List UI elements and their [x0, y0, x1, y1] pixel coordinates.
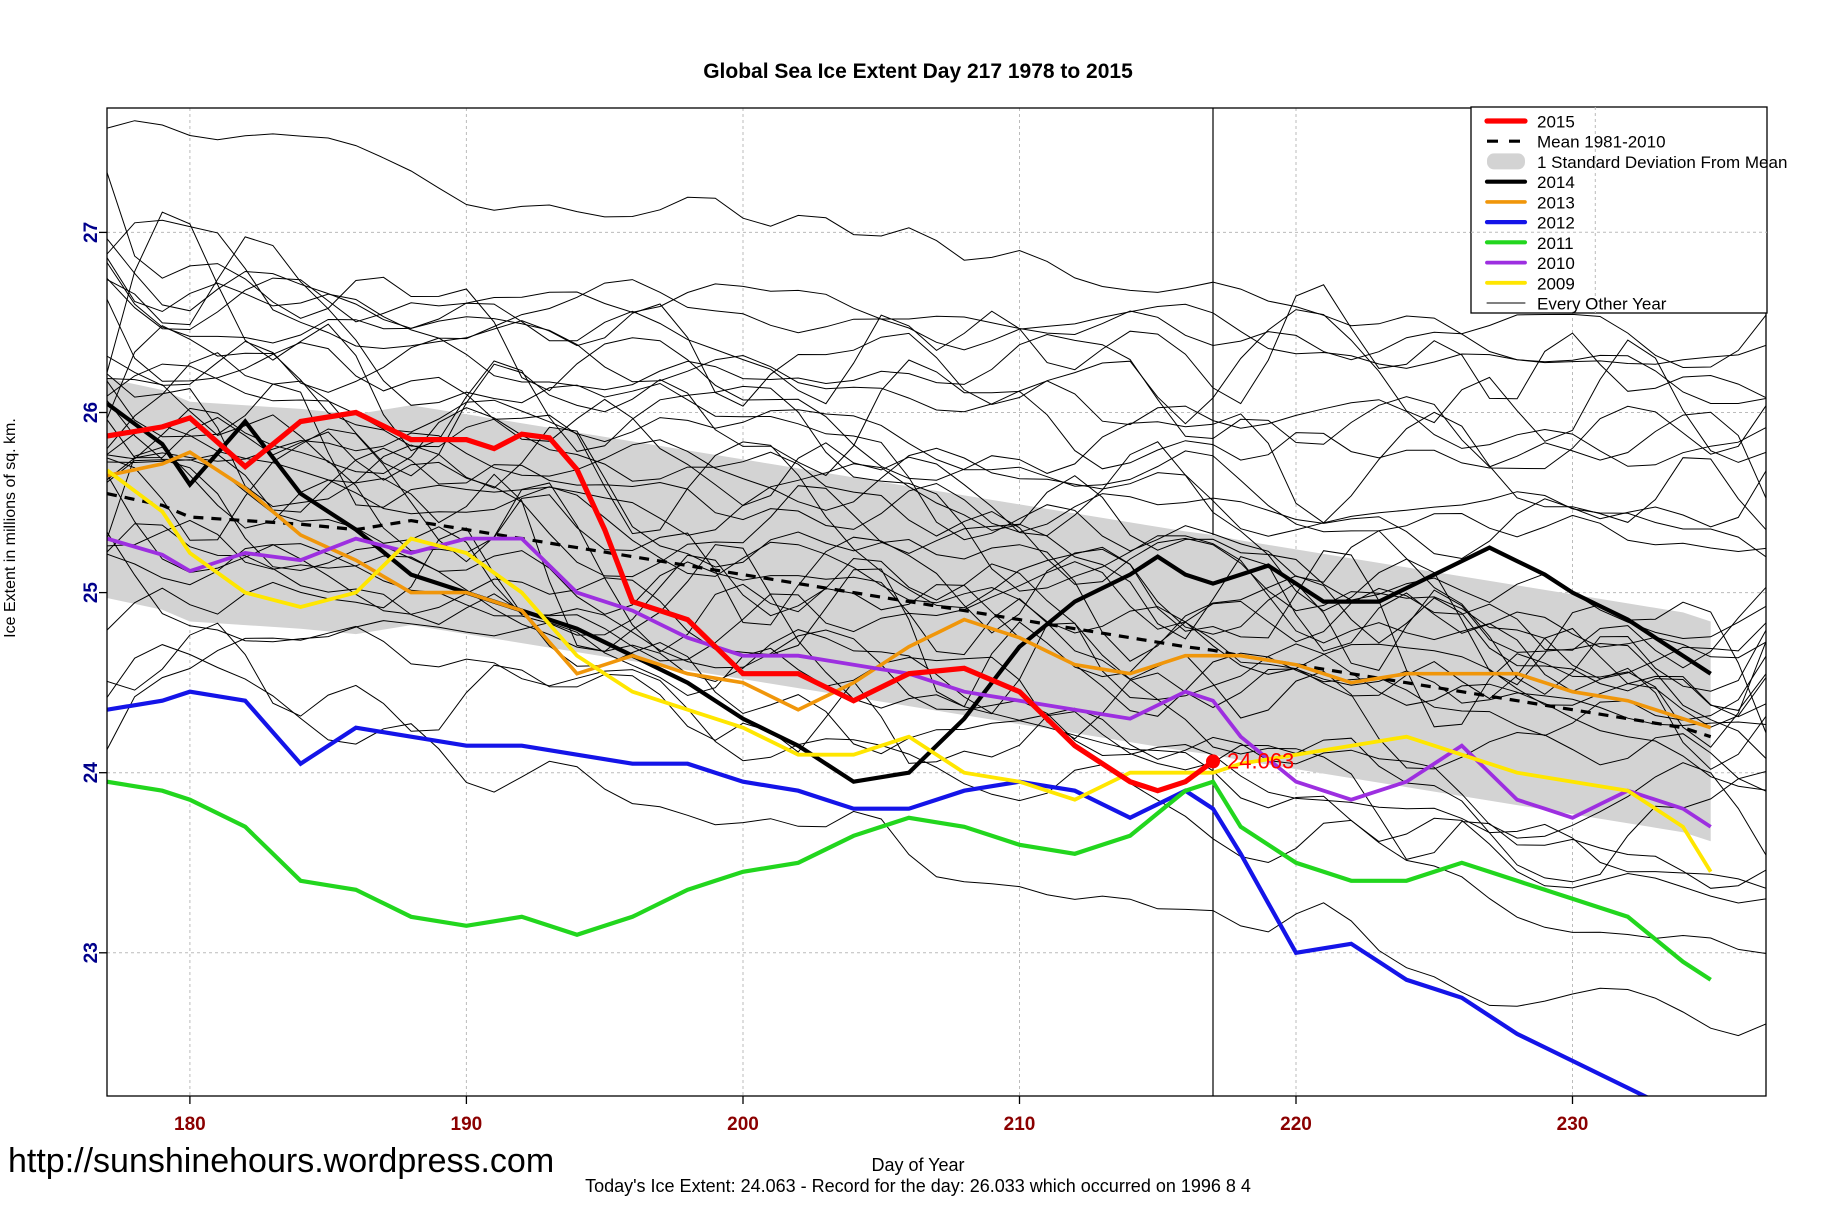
svg-text:180: 180 — [174, 1114, 206, 1135]
svg-text:24.063: 24.063 — [1227, 748, 1294, 773]
svg-text:220: 220 — [1280, 1114, 1312, 1135]
svg-text:2010: 2010 — [1537, 254, 1575, 273]
svg-text:26: 26 — [81, 402, 102, 423]
svg-text:25: 25 — [81, 582, 102, 604]
svg-text:2012: 2012 — [1537, 214, 1575, 233]
svg-text:210: 210 — [1004, 1114, 1036, 1135]
svg-text:24: 24 — [81, 762, 102, 784]
svg-text:Mean 1981-2010: Mean 1981-2010 — [1537, 133, 1666, 152]
svg-text:2015: 2015 — [1537, 113, 1575, 132]
svg-text:200: 200 — [727, 1114, 759, 1135]
svg-text:230: 230 — [1557, 1114, 1589, 1135]
svg-text:2014: 2014 — [1537, 173, 1575, 192]
svg-text:1 Standard Deviation From Mean: 1 Standard Deviation From Mean — [1537, 153, 1787, 172]
svg-text:27: 27 — [81, 222, 102, 243]
svg-text:Every Other Year: Every Other Year — [1537, 295, 1667, 314]
svg-text:23: 23 — [81, 942, 102, 963]
svg-text:2011: 2011 — [1537, 234, 1574, 253]
svg-text:2009: 2009 — [1537, 274, 1575, 293]
svg-text:190: 190 — [451, 1114, 483, 1135]
svg-text:2013: 2013 — [1537, 193, 1575, 212]
